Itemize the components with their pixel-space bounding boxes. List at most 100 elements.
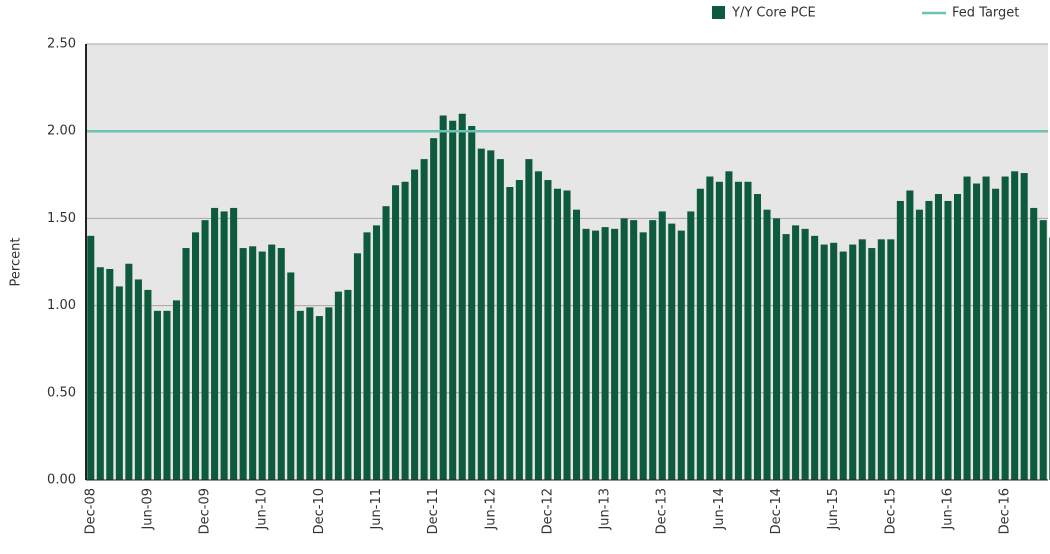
bar <box>1011 171 1019 480</box>
x-tick-label: Dec-08 <box>83 488 98 534</box>
x-tick-label: Jun-15 <box>826 488 841 531</box>
bar <box>573 209 581 480</box>
bar <box>639 232 647 480</box>
bar <box>115 286 123 480</box>
y-tick-label: 2.50 <box>47 37 76 52</box>
bar <box>525 159 533 480</box>
bar <box>192 232 200 480</box>
bar <box>325 307 333 480</box>
bar <box>944 200 952 480</box>
bar <box>982 176 990 480</box>
bar <box>334 291 342 480</box>
bar <box>201 220 209 481</box>
bar <box>96 267 104 480</box>
bar <box>411 169 419 480</box>
bar <box>296 310 304 480</box>
bar <box>868 248 876 480</box>
bar <box>515 180 523 481</box>
bar <box>249 246 257 480</box>
bar <box>477 148 485 480</box>
x-tick-label: Dec-16 <box>998 488 1013 534</box>
bar <box>392 185 400 480</box>
bar <box>649 220 657 481</box>
y-tick-label: 0.50 <box>47 385 76 400</box>
y-tick-label: 2.00 <box>47 124 76 139</box>
x-tick-label: Dec-15 <box>883 488 898 534</box>
bar <box>487 150 495 480</box>
bar <box>887 239 895 480</box>
bar <box>1001 176 1009 480</box>
bar <box>677 230 685 480</box>
bar <box>363 232 371 480</box>
x-tick-label: Dec-09 <box>198 488 213 534</box>
legend-label: Y/Y Core PCE <box>731 6 816 21</box>
y-tick-label: 1.00 <box>47 298 76 313</box>
bar <box>258 251 266 480</box>
bar <box>287 272 295 480</box>
y-axis-label: Percent <box>9 238 24 287</box>
bar <box>220 211 228 480</box>
bar <box>620 218 628 480</box>
x-tick-label: Dec-11 <box>426 488 441 534</box>
bar <box>1020 173 1028 480</box>
bar <box>506 187 514 480</box>
bar <box>277 248 285 480</box>
bar <box>163 310 171 480</box>
bar <box>106 268 114 480</box>
x-tick-label: Jun-14 <box>712 488 727 531</box>
x-tick-label: Dec-13 <box>655 488 670 534</box>
bar <box>268 244 276 480</box>
bar <box>763 209 771 480</box>
bar <box>382 206 390 480</box>
bar <box>820 244 828 480</box>
x-tick-label: Jun-09 <box>140 488 155 531</box>
bar <box>496 159 504 480</box>
bar <box>973 183 981 480</box>
x-tick-label: Dec-14 <box>769 488 784 534</box>
bar <box>896 200 904 480</box>
bar <box>801 228 809 480</box>
bar <box>372 225 381 480</box>
bar <box>401 181 409 480</box>
x-tick-label: Jun-11 <box>369 488 384 531</box>
bar <box>468 125 476 480</box>
bar <box>306 307 314 480</box>
legend-swatch <box>712 6 725 19</box>
bar <box>773 218 781 480</box>
bar <box>858 239 866 480</box>
bar <box>153 310 161 480</box>
bar <box>449 120 457 481</box>
y-tick-label: 1.50 <box>47 211 76 226</box>
x-tick-label: Jun-13 <box>598 488 613 531</box>
bar <box>563 190 571 480</box>
bar <box>430 138 438 480</box>
bar <box>230 207 238 480</box>
bar <box>344 289 352 480</box>
x-tick-label: Dec-12 <box>540 488 555 534</box>
bar <box>792 225 800 480</box>
bar <box>744 181 752 480</box>
bar <box>934 193 942 480</box>
bar <box>611 228 619 480</box>
bar <box>992 188 1000 480</box>
bar <box>125 263 133 480</box>
bar <box>706 176 714 480</box>
bar <box>172 300 181 480</box>
bar <box>849 244 857 480</box>
bar <box>839 251 847 480</box>
bar <box>458 113 466 480</box>
bar <box>925 200 933 480</box>
bar <box>630 220 638 481</box>
bar <box>1030 207 1038 480</box>
bar <box>239 248 247 480</box>
bar <box>439 115 447 480</box>
x-tick-label: Jun-12 <box>483 488 498 531</box>
bar <box>420 159 428 480</box>
bar <box>734 181 742 480</box>
bar <box>830 242 838 480</box>
bar <box>582 228 590 480</box>
bar <box>658 211 666 480</box>
bar <box>915 209 923 480</box>
bar <box>953 193 962 480</box>
